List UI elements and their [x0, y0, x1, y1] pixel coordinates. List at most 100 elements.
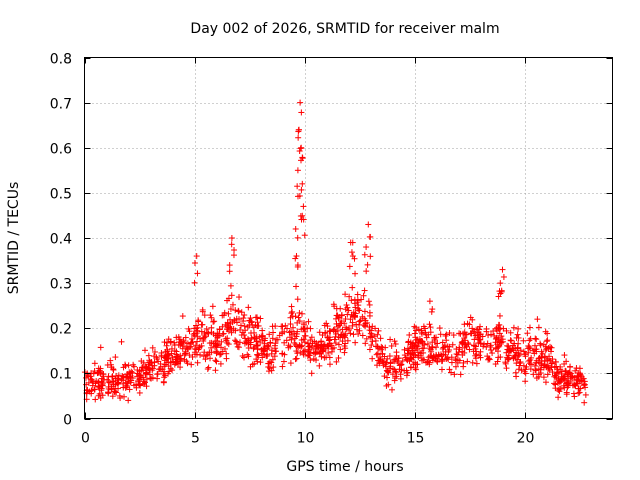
- data-point: [300, 203, 307, 210]
- data-point: [496, 321, 503, 328]
- data-point: [203, 352, 210, 359]
- data-point: [317, 345, 324, 352]
- data-point: [433, 344, 440, 351]
- data-point: [575, 390, 582, 397]
- data-point: [566, 379, 573, 386]
- data-point: [216, 326, 223, 333]
- data-point: [177, 352, 184, 359]
- data-point: [295, 314, 302, 321]
- x-tick-label: 15: [407, 431, 425, 447]
- data-point: [407, 355, 414, 362]
- data-point: [293, 343, 300, 350]
- data-point: [154, 375, 161, 382]
- data-point: [218, 344, 225, 351]
- data-point: [412, 334, 419, 341]
- data-point: [387, 336, 394, 343]
- data-point: [387, 359, 394, 366]
- data-point: [479, 333, 486, 340]
- data-point: [208, 324, 215, 331]
- data-point: [204, 329, 211, 336]
- data-point: [220, 312, 227, 319]
- data-point: [554, 366, 561, 373]
- data-point: [530, 371, 537, 378]
- data-point: [423, 334, 430, 341]
- data-point: [288, 336, 295, 343]
- data-point: [228, 292, 235, 299]
- data-point: [537, 342, 544, 349]
- data-point: [205, 330, 212, 337]
- data-point: [298, 326, 305, 333]
- y-tick-label: 0: [63, 413, 72, 429]
- data-point: [424, 340, 431, 347]
- data-point: [437, 331, 444, 338]
- data-point: [564, 371, 571, 378]
- data-point: [448, 354, 455, 361]
- data-point: [448, 359, 455, 366]
- data-point: [301, 320, 308, 327]
- data-point: [445, 348, 452, 355]
- data-point: [293, 253, 300, 260]
- data-point: [376, 360, 383, 367]
- data-point: [494, 348, 501, 355]
- data-point: [406, 358, 413, 365]
- data-point: [291, 335, 298, 342]
- data-point: [301, 339, 308, 346]
- data-point: [288, 303, 295, 310]
- data-point: [527, 335, 534, 342]
- data-point: [442, 332, 449, 339]
- data-point: [556, 385, 563, 392]
- data-point: [343, 302, 350, 309]
- data-point: [513, 334, 520, 341]
- data-point: [237, 322, 244, 329]
- data-point: [274, 336, 281, 343]
- data-point: [142, 379, 149, 386]
- data-point: [194, 270, 201, 277]
- data-point: [266, 331, 273, 338]
- data-point: [381, 373, 388, 380]
- data-point: [473, 351, 480, 358]
- data-point: [372, 343, 379, 350]
- data-point: [230, 252, 237, 259]
- data-point: [151, 362, 158, 369]
- data-point: [241, 332, 248, 339]
- data-point: [427, 329, 434, 336]
- data-point: [365, 221, 372, 228]
- data-point: [126, 386, 133, 393]
- data-point: [294, 319, 301, 326]
- data-point: [213, 342, 220, 349]
- data-point: [202, 356, 209, 363]
- data-point: [116, 392, 123, 399]
- data-point: [338, 312, 345, 319]
- data-point: [494, 358, 501, 365]
- data-point: [121, 393, 128, 400]
- data-point: [341, 343, 348, 350]
- data-point: [526, 344, 533, 351]
- data-point: [242, 327, 249, 334]
- data-point: [470, 342, 477, 349]
- data-point: [91, 386, 98, 393]
- data-point: [366, 309, 373, 316]
- data-point: [434, 340, 441, 347]
- data-point: [552, 381, 559, 388]
- y-tick-label: 0.7: [50, 97, 72, 113]
- data-point: [405, 339, 412, 346]
- y-tick-label: 0.6: [50, 142, 72, 158]
- data-point: [307, 357, 314, 364]
- data-point: [515, 366, 522, 373]
- data-point: [346, 326, 353, 333]
- data-point: [429, 339, 436, 346]
- data-point: [364, 319, 371, 326]
- data-point: [520, 348, 527, 355]
- data-point: [318, 338, 325, 345]
- data-point: [210, 318, 217, 325]
- data-point: [348, 297, 355, 304]
- data-point: [548, 344, 555, 351]
- data-point: [194, 359, 201, 366]
- data-point: [285, 342, 292, 349]
- data-point: [535, 371, 542, 378]
- data-point: [232, 307, 239, 314]
- data-point: [578, 377, 585, 384]
- data-point: [546, 353, 553, 360]
- data-point: [443, 331, 450, 338]
- data-point: [299, 342, 306, 349]
